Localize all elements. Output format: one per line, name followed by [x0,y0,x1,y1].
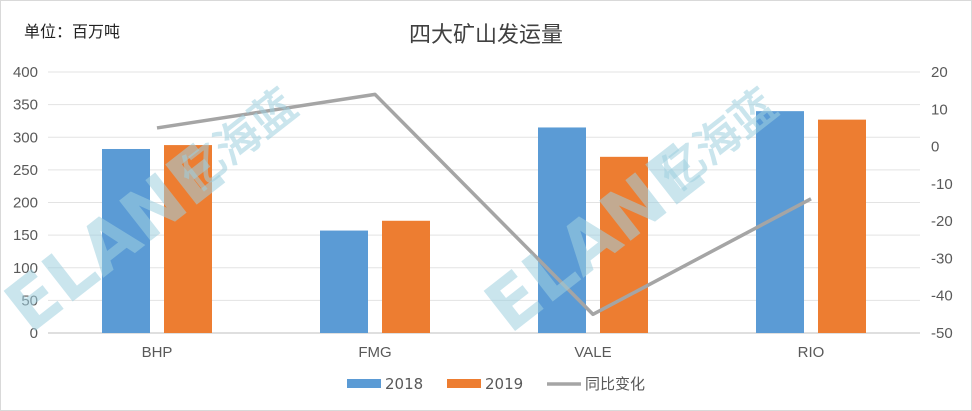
y-left-tick-label: 400 [13,64,38,81]
y-left-tick-label: 250 [13,162,38,179]
bar-2018-BHP [102,148,150,333]
bar-2019-RIO [818,119,866,333]
bar-2019-FMG [382,220,430,333]
bar-2019-VALE [600,156,648,333]
legend: 2018 2019 同比变化 [347,375,645,393]
y-right-tick-label: -10 [931,176,953,193]
bar-2018-FMG [320,230,368,333]
x-category-label: BHP [142,344,173,361]
y-left-tick-label: 100 [13,260,38,277]
legend-label: 同比变化 [585,375,645,393]
y-left-tick-label: 300 [13,129,38,146]
y-right-tick-label: -30 [931,250,953,267]
y-left-tick-label: 150 [13,227,38,244]
y-right-tick-label: -50 [931,325,953,342]
bars-layer [102,111,866,334]
y-left-tick-label: 50 [21,292,38,309]
legend-label: 2018 [385,375,423,393]
y-left-tick-label: 0 [30,325,38,342]
chart-title: 四大矿山发运量 [409,23,563,48]
line-layer [156,92,812,317]
y-right-tick-label: 20 [931,64,948,81]
axis-layer: 0 50 100 150 200 250 300 350 400 -50 -40 -30 -20 -10 0… [13,64,953,361]
legend-label: 2019 [485,375,523,393]
y-right-tick-label: 10 [931,101,948,118]
y-left-tick-label: 350 [13,97,38,114]
legend-swatch-2019 [447,379,481,388]
x-category-label: VALE [574,344,611,361]
y-right-tick-label: 0 [931,139,939,156]
unit-label: 单位：百万吨 [24,22,120,41]
line-series-同比变化 [156,92,812,317]
y-right-tick-label: -40 [931,288,953,305]
y-right-tick-label: -20 [931,213,953,230]
bar-2018-RIO [756,111,804,334]
x-category-label: RIO [798,344,825,361]
bar-2019-BHP [164,145,212,333]
x-category-label: FMG [358,344,391,361]
legend-swatch-2018 [347,379,381,388]
y-left-tick-label: 200 [13,195,38,212]
